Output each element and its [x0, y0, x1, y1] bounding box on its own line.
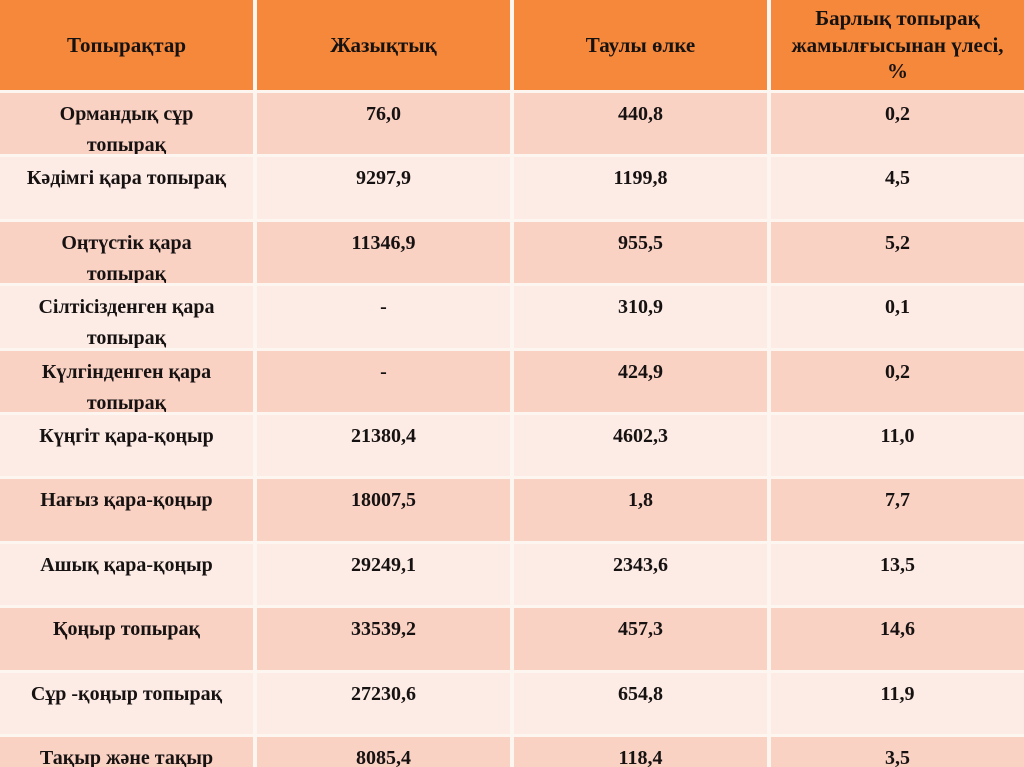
soil-name-cell: Қоңыр топырақ: [0, 608, 253, 670]
plain-value-cell: 21380,4: [257, 414, 510, 477]
mountain-value-cell: 424,9: [514, 350, 767, 412]
share-value-cell: 14,6: [771, 608, 1024, 670]
mountain-value-cell: 118,4: [514, 736, 767, 767]
plain-value-cell: 11346,9: [257, 221, 510, 284]
share-value-cell: 11,0: [771, 414, 1024, 477]
soil-name-cell: Ормандық сұр топырақ: [0, 93, 253, 155]
mountain-value-cell: 1199,8: [514, 157, 767, 219]
soil-name-cell: Тақыр және тақыр: [0, 736, 253, 767]
mountain-value-cell: 955,5: [514, 221, 767, 284]
share-value-cell: 13,5: [771, 543, 1024, 606]
plain-value-cell: -: [257, 286, 510, 348]
mountain-value-cell: 1,8: [514, 479, 767, 541]
soil-name-cell: Ашық қара-қоңыр: [0, 543, 253, 606]
share-value-cell: 4,5: [771, 157, 1024, 219]
soil-name-cell: Күлгінденген қара топырақ: [0, 350, 253, 412]
share-value-cell: 0,2: [771, 350, 1024, 412]
plain-value-cell: 29249,1: [257, 543, 510, 606]
mountain-value-cell: 4602,3: [514, 414, 767, 477]
plain-value-cell: 33539,2: [257, 608, 510, 670]
soil-name-cell: Сұр -қоңыр топырақ: [0, 672, 253, 734]
plain-value-cell: -: [257, 350, 510, 412]
mountain-value-cell: 2343,6: [514, 543, 767, 606]
share-value-cell: 3,5: [771, 736, 1024, 767]
column-header-mountain: Таулы өлке: [514, 0, 767, 90]
mountain-value-cell: 310,9: [514, 286, 767, 348]
column-header-plain: Жазықтық: [257, 0, 510, 90]
share-value-cell: 0,1: [771, 286, 1024, 348]
column-header-share: Барлық топырақ жамылғысынан үлесі, %: [771, 0, 1024, 90]
mountain-value-cell: 654,8: [514, 672, 767, 734]
soil-name-cell: Сілтісізденген қара топырақ: [0, 286, 253, 348]
mountain-value-cell: 457,3: [514, 608, 767, 670]
soil-name-cell: Күңгіт қара-қоңыр: [0, 414, 253, 477]
share-value-cell: 7,7: [771, 479, 1024, 541]
plain-value-cell: 18007,5: [257, 479, 510, 541]
share-value-cell: 0,2: [771, 93, 1024, 155]
plain-value-cell: 76,0: [257, 93, 510, 155]
share-value-cell: 11,9: [771, 672, 1024, 734]
column-header-soils: Топырақтар: [0, 0, 253, 90]
mountain-value-cell: 440,8: [514, 93, 767, 155]
soil-name-cell: Оңтүстік қара топырақ: [0, 221, 253, 284]
plain-value-cell: 8085,4: [257, 736, 510, 767]
soil-name-cell: Нағыз қара-қоңыр: [0, 479, 253, 541]
share-value-cell: 5,2: [771, 221, 1024, 284]
plain-value-cell: 27230,6: [257, 672, 510, 734]
soil-name-cell: Кәдімгі қара топырақ: [0, 157, 253, 219]
plain-value-cell: 9297,9: [257, 157, 510, 219]
